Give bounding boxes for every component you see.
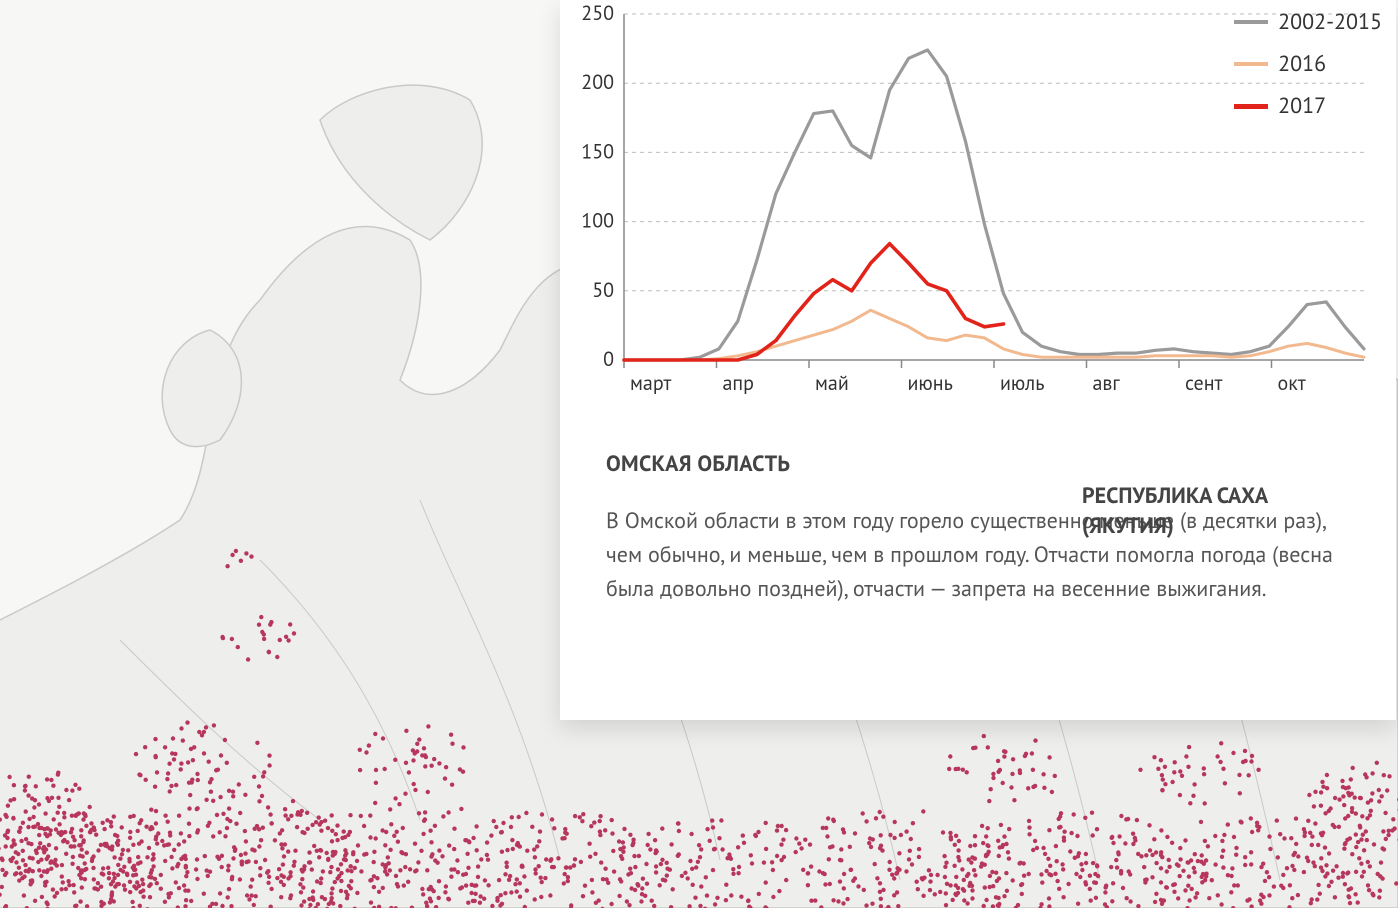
info-popup: 0 50 100 150 200 250 март апр май июнь июль авг сент… (560, 0, 1396, 720)
legend-label: 2002-2015 (1278, 8, 1382, 36)
svg-text:50: 50 (592, 277, 614, 303)
legend-item: 2002-2015 (1234, 8, 1382, 36)
chart-legend: 2002-2015 2016 2017 (1234, 8, 1382, 134)
legend-swatch (1234, 20, 1268, 24)
region-title-side: РЕСПУБЛИКА САХА (ЯКУТИЯ) (1082, 482, 1342, 541)
legend-item: 2017 (1234, 92, 1382, 120)
legend-label: 2017 (1278, 92, 1326, 120)
svg-text:100: 100 (581, 208, 614, 234)
svg-text:0: 0 (603, 346, 614, 372)
legend-swatch (1234, 104, 1268, 109)
svg-text:июль: июль (1000, 370, 1045, 396)
svg-text:июнь: июнь (908, 370, 953, 396)
svg-text:авг: авг (1093, 370, 1121, 396)
svg-text:апр: апр (723, 370, 754, 396)
svg-text:250: 250 (581, 0, 614, 26)
legend-item: 2016 (1234, 50, 1382, 78)
svg-text:окт: окт (1278, 370, 1306, 396)
svg-text:150: 150 (581, 138, 614, 164)
svg-text:200: 200 (581, 69, 614, 95)
popup-text: ОМСКАЯ ОБЛАСТЬ РЕСПУБЛИКА САХА (ЯКУТИЯ) … (606, 450, 1366, 606)
svg-text:сент: сент (1185, 370, 1223, 396)
legend-label: 2016 (1278, 50, 1326, 78)
svg-text:март: март (630, 370, 671, 396)
legend-swatch (1234, 62, 1268, 66)
svg-text:май: май (815, 370, 849, 396)
region-title-main: ОМСКАЯ ОБЛАСТЬ (606, 450, 1366, 478)
